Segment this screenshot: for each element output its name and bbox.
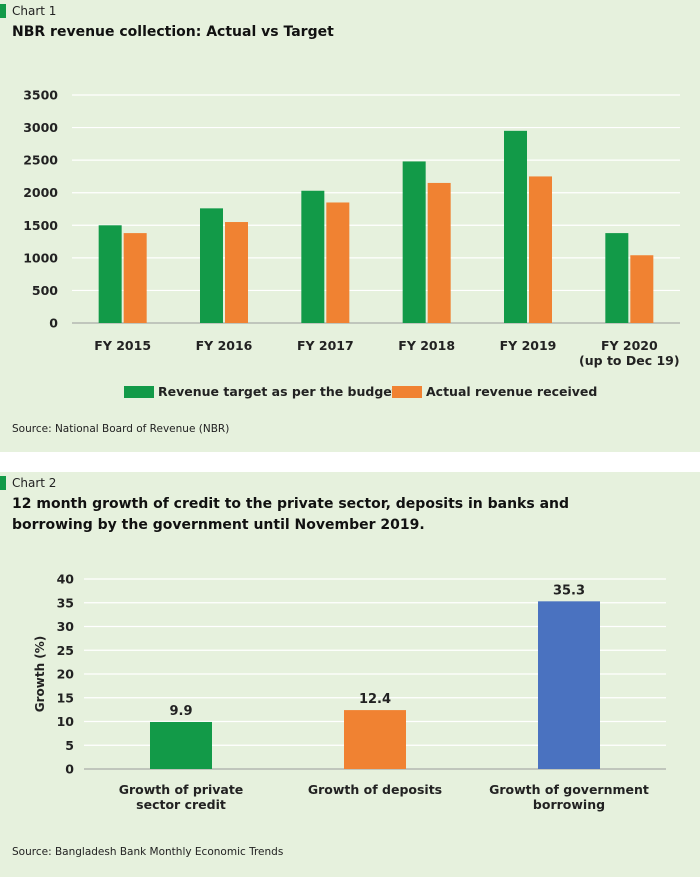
y-tick-label: 0 [49,316,58,331]
y-tick-label: 500 [32,283,58,298]
data-label: 12.4 [359,692,391,707]
x-tick-label: FY 2020 [601,338,658,353]
bar-target [98,225,122,323]
data-label: 9.9 [169,704,192,719]
data-label: 35.3 [553,583,585,598]
chart1-title: NBR revenue collection: Actual vs Target [12,24,334,40]
chart2-marker [0,476,6,490]
y-tick-label: 25 [57,643,74,658]
x-tick-label: Growth of deposits [308,782,442,797]
y-tick-label: 1000 [23,250,58,265]
chart1-svg: 0 500 1000 1500 2000 2500 3000 3500 FY 2015 FY 20… [23,88,680,399]
bar-actual [630,255,654,323]
y-tick-label: 3000 [23,120,58,135]
x-tick-label: FY 2015 [94,338,151,353]
x-tick-label: FY 2017 [297,338,354,353]
y-tick-label: 2500 [23,153,58,168]
y-tick-label: 15 [57,690,74,705]
chart1-label: Chart 1 [12,4,57,18]
legend-swatch-actual [392,386,422,398]
chart2-title: 12 month growth of credit to the private… [12,496,570,533]
chart2-label: Chart 2 [12,476,57,490]
y-tick-label: 35 [57,595,74,610]
x-tick-label: borrowing [533,797,605,812]
y-tick-label: 20 [57,667,75,682]
bar-target [605,233,629,323]
y-tick-label: 1500 [23,218,58,233]
bar-target [504,130,527,323]
y-tick-label: 0 [65,762,74,777]
x-tick-label: FY 2019 [500,338,557,353]
chart1-panel: Chart 1 NBR revenue collection: Actual v… [0,0,700,452]
bar-target [200,208,223,323]
y-axis-label: Growth (%) [33,636,47,713]
y-tick-label: 3500 [23,88,58,103]
x-tick-label: sector credit [136,797,226,812]
y-tick-label: 40 [57,572,75,587]
bar [344,710,406,769]
chart2-panel: Chart 2 12 month growth of credit to the… [0,472,700,877]
legend-swatch-target [124,386,154,398]
bar-actual [427,182,451,323]
legend-label-target: Revenue target as per the budget [158,384,398,399]
x-tick-label: (up to Dec 19) [579,353,680,368]
bar-actual [225,222,248,323]
chart2-svg: 0 5 10 15 20 25 30 35 40 Growth (%) 9.9 Growth of p… [33,572,666,812]
x-tick-label: Growth of government [489,782,649,797]
bar-actual [123,233,147,323]
x-tick-label: FY 2018 [398,338,455,353]
chart1-source: Source: National Board of Revenue (NBR) [12,423,230,435]
y-tick-label: 2000 [23,185,58,200]
x-tick-label: Growth of private [119,782,244,797]
bar-actual [529,176,552,323]
chart1-marker [0,4,6,18]
bar [150,721,212,769]
bar-actual [326,202,350,323]
legend-label-actual: Actual revenue received [426,384,597,399]
bar-target [402,161,426,323]
chart2-source: Source: Bangladesh Bank Monthly Economic… [12,846,284,858]
y-tick-label: 30 [57,619,75,634]
y-tick-label: 5 [65,738,74,753]
x-tick-label: FY 2016 [196,338,253,353]
y-tick-label: 10 [57,714,75,729]
bar [538,601,600,769]
bar-target [301,190,325,323]
